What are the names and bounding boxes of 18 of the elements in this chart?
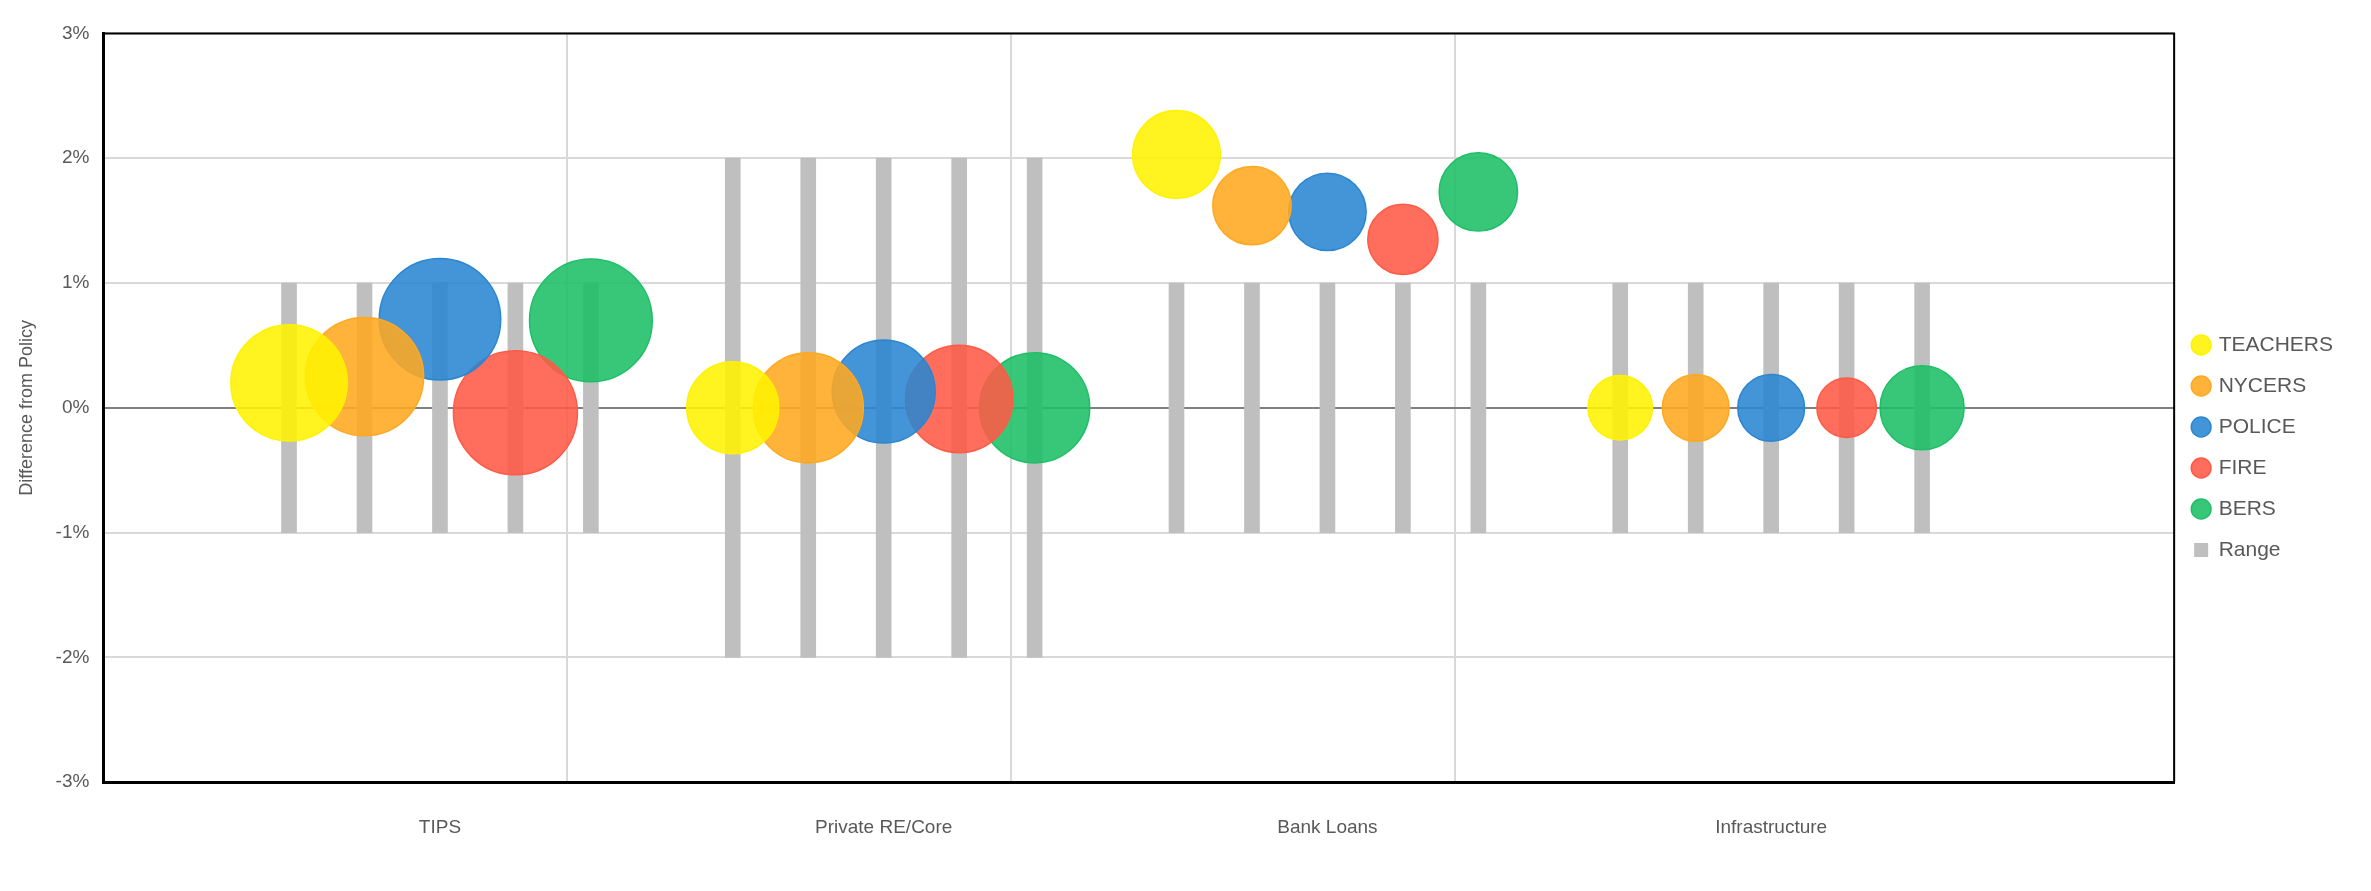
legend-label: TEACHERS [2218,331,2334,355]
y-tick-label: 1% [61,271,90,293]
x-tick-label: Bank Loans [1277,815,1378,837]
y-tick-label: -2% [55,645,90,667]
legend-label: Range [2218,536,2281,560]
y-tick-label: 3% [61,21,90,43]
y-tick-label: 0% [61,396,90,418]
legend-label: POLICE [2218,413,2296,437]
y-axis-title: Difference from Policy [15,319,36,496]
y-tick-label: -1% [55,520,90,542]
y-tick-label: 2% [61,146,90,168]
y-tick-label: -3% [55,770,90,792]
x-tick-label: Private RE/Core [815,815,953,837]
legend-label: BERS [2218,495,2276,519]
x-tick-label: TIPS [418,815,462,837]
x-tick-label: Infrastructure [1715,815,1828,837]
legend-label: NYCERS [2218,372,2307,396]
legend-label: FIRE [2218,454,2267,478]
